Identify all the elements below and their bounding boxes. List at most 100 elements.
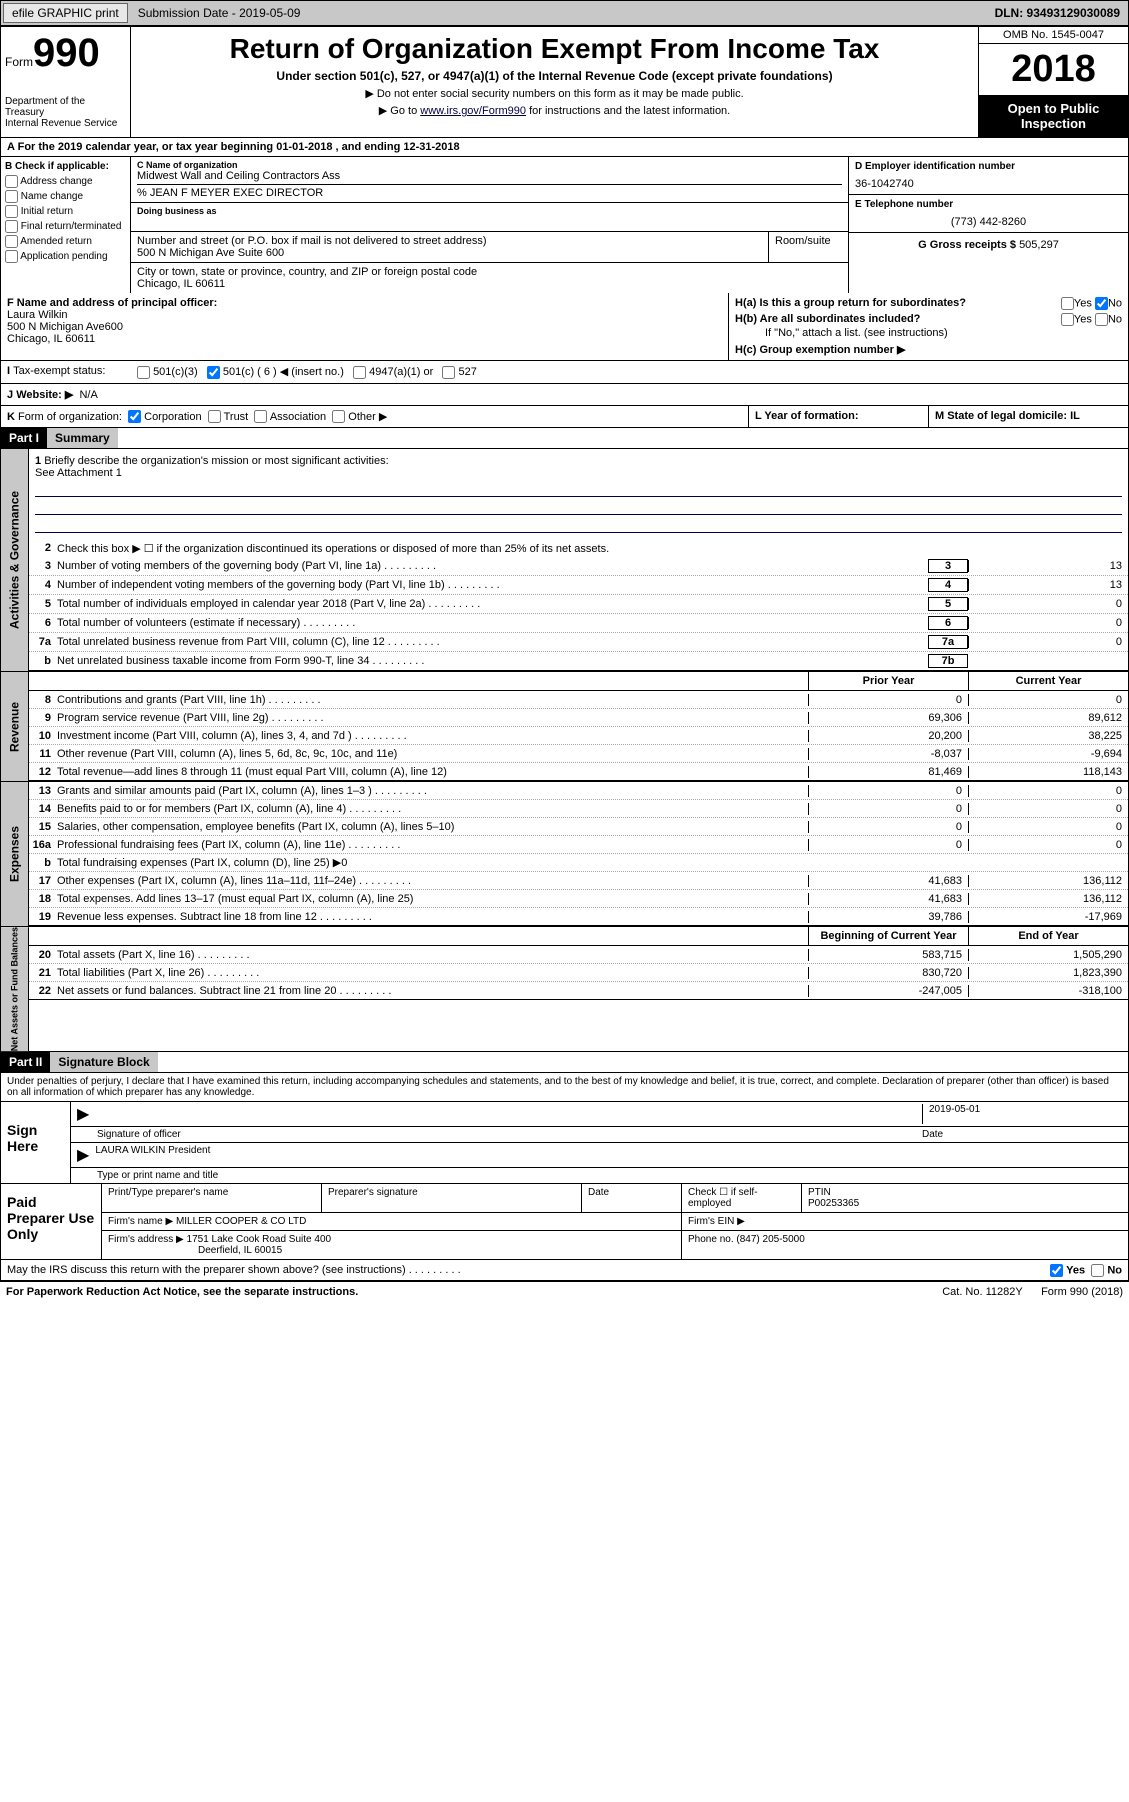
state-domicile: M State of legal domicile: IL xyxy=(935,410,1080,422)
subtitle-1: Under section 501(c), 527, or 4947(a)(1)… xyxy=(137,69,972,83)
governance-section: Activities & Governance 1 Briefly descri… xyxy=(0,449,1129,672)
line-2: Check this box ▶ ☐ if the organization d… xyxy=(57,542,1128,555)
sidebar-governance: Activities & Governance xyxy=(1,449,29,671)
pra-notice: For Paperwork Reduction Act Notice, see … xyxy=(6,1286,358,1298)
dln-label: DLN: 93493129030089 xyxy=(987,4,1128,22)
line-5-val: 0 xyxy=(968,598,1128,610)
discuss-no[interactable] xyxy=(1091,1264,1104,1277)
row-a: A For the 2019 calendar year, or tax yea… xyxy=(0,138,1129,157)
line-19-c: -17,969 xyxy=(968,911,1128,923)
sign-here-label: Sign Here xyxy=(1,1102,71,1183)
gross-label: G Gross receipts $ xyxy=(918,239,1016,251)
hb-yes[interactable] xyxy=(1061,313,1074,326)
cb-name-change[interactable]: Name change xyxy=(5,190,126,203)
ha-no[interactable] xyxy=(1095,297,1108,310)
sig-label: Signature of officer xyxy=(97,1129,922,1140)
form-org-label: Form of organization: xyxy=(18,411,122,423)
line-15-txt: Salaries, other compensation, employee b… xyxy=(57,821,808,833)
discuss-yes[interactable] xyxy=(1050,1264,1063,1277)
form-header: Form990 Department of the Treasury Inter… xyxy=(0,26,1129,138)
line-5-box: 5 xyxy=(928,597,968,611)
cb-initial-return[interactable]: Initial return xyxy=(5,205,126,218)
form-footer: Form 990 (2018) xyxy=(1041,1286,1123,1298)
omb-number: OMB No. 1545-0047 xyxy=(979,27,1128,44)
website-label: Website: ▶ xyxy=(16,389,73,401)
firm-label: Firm's name ▶ xyxy=(108,1216,173,1227)
line-8-p: 0 xyxy=(808,694,968,706)
ha-yes[interactable] xyxy=(1061,297,1074,310)
cb-app-pending[interactable]: Application pending xyxy=(5,250,126,263)
room-label: Room/suite xyxy=(775,235,842,247)
line-10-c: 38,225 xyxy=(968,730,1128,742)
efile-button[interactable]: efile GRAPHIC print xyxy=(3,3,128,23)
cb-amended[interactable]: Amended return xyxy=(5,235,126,248)
goto-pre: ▶ Go to xyxy=(379,105,420,117)
ha-label: H(a) Is this a group return for subordin… xyxy=(735,297,966,309)
line-19-txt: Revenue less expenses. Subtract line 18 … xyxy=(57,911,808,923)
cb-4947[interactable] xyxy=(353,366,366,379)
cb-corp[interactable] xyxy=(128,410,141,423)
prep-name-hdr: Print/Type preparer's name xyxy=(102,1184,322,1212)
cb-501c[interactable] xyxy=(207,366,220,379)
box-d-e-g: D Employer identification number 36-1042… xyxy=(848,157,1128,293)
cb-trust[interactable] xyxy=(208,410,221,423)
form-number: 990 xyxy=(33,31,100,75)
cb-501c3[interactable] xyxy=(137,366,150,379)
prep-self-hdr: Check ☐ if self-employed xyxy=(682,1184,802,1212)
line-7a-box: 7a xyxy=(928,635,968,649)
hb-label: H(b) Are all subordinates included? xyxy=(735,313,920,325)
line-22-p: -247,005 xyxy=(808,985,968,997)
cb-other[interactable] xyxy=(332,410,345,423)
line-18-c: 136,112 xyxy=(968,893,1128,905)
city-value: Chicago, IL 60611 xyxy=(137,278,842,290)
goto-post: for instructions and the latest informat… xyxy=(526,105,730,117)
sign-date: 2019-05-01 xyxy=(922,1104,1122,1124)
gross-value: 505,297 xyxy=(1019,239,1059,251)
line-4-box: 4 xyxy=(928,578,968,592)
part-1-header: Part ISummary xyxy=(0,428,1129,449)
page-footer: For Paperwork Reduction Act Notice, see … xyxy=(0,1281,1129,1302)
firm-ein-label: Firm's EIN ▶ xyxy=(682,1213,1128,1230)
top-bar: efile GRAPHIC print Submission Date - 20… xyxy=(0,0,1129,26)
mission-block: 1 Briefly describe the organization's mi… xyxy=(29,449,1128,539)
line-10-p: 20,200 xyxy=(808,730,968,742)
expenses-section: Expenses 13Grants and similar amounts pa… xyxy=(0,782,1129,927)
revenue-section: Revenue Prior YearCurrent Year 8Contribu… xyxy=(0,672,1129,782)
header-mid: Return of Organization Exempt From Incom… xyxy=(131,27,978,137)
instructions-link[interactable]: www.irs.gov/Form990 xyxy=(420,105,526,117)
part-2-header: Part IISignature Block xyxy=(0,1052,1129,1073)
line-11-txt: Other revenue (Part VIII, column (A), li… xyxy=(57,748,808,760)
sidebar-expenses: Expenses xyxy=(1,782,29,926)
box-b: B Check if applicable: Address change Na… xyxy=(1,157,131,293)
ptin-value: P00253365 xyxy=(808,1198,859,1209)
line-13-p: 0 xyxy=(808,785,968,797)
line-9-txt: Program service revenue (Part VIII, line… xyxy=(57,712,808,724)
cb-527[interactable] xyxy=(442,366,455,379)
cb-address-change[interactable]: Address change xyxy=(5,175,126,188)
row-j: J Website: ▶ N/A xyxy=(0,384,1129,406)
line-16b-txt: Total fundraising expenses (Part IX, col… xyxy=(57,856,808,869)
line-6-val: 0 xyxy=(968,617,1128,629)
ein-value: 36-1042740 xyxy=(855,178,1122,190)
part2-title: Signature Block xyxy=(50,1052,157,1072)
name-title-label: Type or print name and title xyxy=(97,1170,218,1181)
cb-final-return[interactable]: Final return/terminated xyxy=(5,220,126,233)
cb-assoc[interactable] xyxy=(254,410,267,423)
ein-label: D Employer identification number xyxy=(855,161,1122,172)
officer-city: Chicago, IL 60611 xyxy=(7,333,95,345)
line-13-txt: Grants and similar amounts paid (Part IX… xyxy=(57,785,808,797)
box-c: C Name of organization Midwest Wall and … xyxy=(131,157,848,293)
line-21-c: 1,823,390 xyxy=(968,967,1128,979)
officer-addr: 500 N Michigan Ave600 xyxy=(7,321,123,333)
line-5-txt: Total number of individuals employed in … xyxy=(57,598,928,610)
officer-signed-name: LAURA WILKIN President xyxy=(95,1145,210,1165)
addr-label: Number and street (or P.O. box if mail i… xyxy=(137,235,762,247)
officer-label: F Name and address of principal officer: xyxy=(7,297,217,309)
prior-year-hdr: Prior Year xyxy=(808,672,968,690)
mission-a: See Attachment 1 xyxy=(35,467,122,479)
line-4-val: 13 xyxy=(968,579,1128,591)
part2-label: Part II xyxy=(1,1052,50,1072)
signature-block: Under penalties of perjury, I declare th… xyxy=(0,1073,1129,1281)
hb-no[interactable] xyxy=(1095,313,1108,326)
paid-label: Paid Preparer Use Only xyxy=(1,1184,101,1259)
